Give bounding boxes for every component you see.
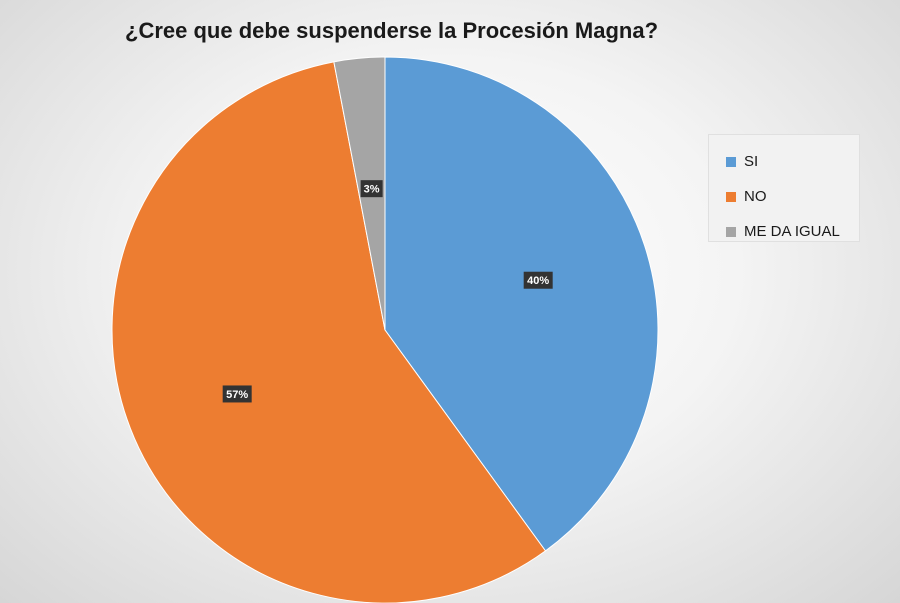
legend-label-me-da-igual: ME DA IGUAL [744,223,840,240]
data-label-si: 40% [523,271,553,289]
svg-text:57%: 57% [226,389,248,401]
data-label-no: 57% [222,385,252,403]
chart-title: ¿Cree que debe suspenderse la Procesión … [125,18,659,43]
legend-item-me-da-igual: ME DA IGUAL [709,214,859,249]
pie-slice-si [384,56,659,552]
legend-label-no: NO [744,188,767,205]
legend-swatch-no [726,191,736,202]
pie-slice-no [111,61,547,603]
data-label-me-da-igual: 3% [360,180,383,198]
legend-item-no: NO [709,179,859,214]
legend-swatch-si [726,156,736,167]
svg-text:3%: 3% [364,184,380,196]
legend: SI NO ME DA IGUAL [708,134,860,242]
legend-item-si: SI [709,144,859,179]
legend-label-si: SI [744,153,759,170]
svg-text:40%: 40% [527,275,549,287]
pie-slice-me-da-igual [333,56,386,331]
legend-swatch-me-da-igual [726,226,736,237]
